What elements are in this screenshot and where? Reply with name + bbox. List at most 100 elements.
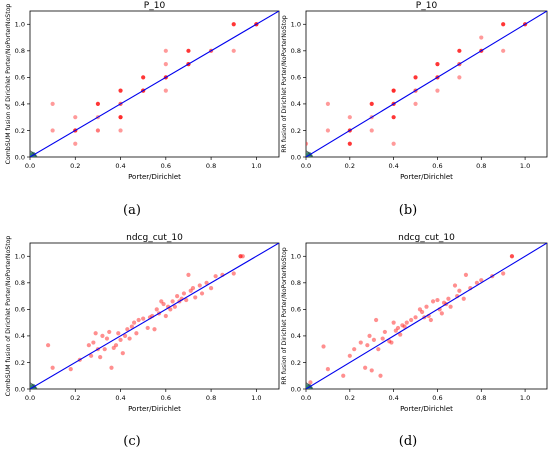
data-point (122, 333, 128, 339)
data-point (435, 88, 440, 93)
chart-c: ndcg_cut_10 0.0 0.2 0.4 0.6 0.8 1.0 0.0 0.2 0.4 0.… (5, 233, 280, 413)
x-tick-label: 0.8 (476, 394, 486, 402)
x-tick-label: 0.0 (25, 394, 35, 402)
x-tick-label: 0.6 (432, 394, 442, 402)
data-point (374, 317, 379, 323)
y-tick-label: 0.0 (15, 153, 25, 161)
data-point (213, 274, 218, 279)
data-point (68, 366, 73, 372)
data-point (46, 343, 51, 348)
data-point (398, 332, 403, 337)
data-point (136, 317, 141, 323)
x-axis-label: Porter/Dirichlet (128, 173, 181, 181)
x-tick-label: 0.0 (25, 162, 35, 170)
plot-area (306, 11, 547, 157)
data-point (452, 283, 458, 288)
y-tick-label: 0.6 (15, 306, 25, 314)
data-point (163, 313, 168, 319)
data-point (428, 317, 433, 323)
data-point (479, 278, 484, 283)
x-axis-label: Porter/Dirichlet (400, 405, 453, 413)
data-point (306, 141, 309, 146)
data-point (161, 301, 166, 307)
data-point (231, 48, 236, 53)
data-point (369, 101, 374, 107)
data-point (170, 299, 175, 304)
data-point (120, 351, 125, 356)
x-tick-label: 0.4 (388, 394, 398, 402)
data-point (98, 355, 103, 360)
data-point (391, 88, 396, 93)
y-axis-label: RR fusion of Dirichlet Porter/NoPorterNo… (281, 15, 288, 152)
data-point (163, 61, 168, 67)
data-point (93, 331, 98, 336)
data-point (113, 343, 119, 348)
y-tick-label: 0.2 (15, 127, 25, 135)
data-point (369, 128, 374, 133)
data-point (402, 324, 407, 329)
data-point (435, 61, 440, 67)
data-point (199, 291, 205, 296)
data-point (501, 22, 506, 27)
axes-frame (305, 10, 548, 158)
data-point (73, 141, 78, 146)
data-point (50, 101, 55, 107)
y-tick-label: 0.8 (291, 279, 301, 287)
data-point (382, 329, 387, 335)
plot-area (30, 243, 279, 389)
data-point (50, 365, 55, 370)
data-point (197, 283, 202, 288)
axes-frame (29, 10, 280, 158)
data-point (100, 333, 105, 339)
data-point (389, 340, 394, 345)
data-point (129, 324, 134, 329)
data-point (369, 368, 374, 373)
panel-label-b: (b) (398, 203, 418, 218)
data-point (439, 311, 444, 316)
data-point (127, 336, 132, 341)
data-point (325, 128, 331, 133)
data-point (435, 297, 440, 303)
data-point (163, 48, 168, 53)
data-point (463, 272, 469, 277)
x-tick-label: 0.4 (115, 394, 125, 402)
data-point (479, 35, 484, 40)
data-point (95, 128, 101, 133)
data-point (181, 291, 187, 296)
reference-line (306, 243, 547, 389)
data-point (118, 88, 123, 93)
x-tick-label: 1.0 (251, 162, 261, 170)
data-point (204, 280, 209, 285)
data-point (89, 353, 94, 358)
reference-line (30, 243, 279, 389)
data-point (102, 347, 107, 352)
data-point (457, 75, 462, 80)
y-tick-label: 0.0 (291, 385, 301, 393)
x-tick-label: 0.0 (301, 162, 311, 170)
y-tick-label: 1.0 (15, 21, 25, 29)
y-tick-label: 0.8 (15, 279, 25, 287)
y-tick-label: 0.8 (291, 47, 301, 55)
chart-title: ndcg_cut_10 (398, 233, 455, 243)
x-tick-label: 0.8 (476, 162, 486, 170)
data-point (231, 22, 236, 27)
data-point (152, 327, 157, 332)
x-axis-label: Porter/Dirichlet (400, 173, 453, 181)
axes-frame (305, 242, 548, 390)
data-point (509, 254, 515, 259)
data-point (116, 331, 121, 336)
y-tick-label: 1.0 (291, 21, 301, 29)
reference-line (306, 11, 547, 157)
chart-title: P_10 (144, 1, 166, 11)
data-point (125, 327, 130, 332)
data-point (501, 48, 506, 53)
data-point (371, 337, 377, 342)
data-point (347, 115, 352, 120)
plot-area (30, 11, 279, 157)
x-tick-label: 0.0 (301, 394, 311, 402)
plot-area (306, 243, 547, 389)
data-point (341, 373, 346, 378)
y-tick-label: 0.0 (15, 385, 25, 393)
data-point (73, 115, 78, 120)
